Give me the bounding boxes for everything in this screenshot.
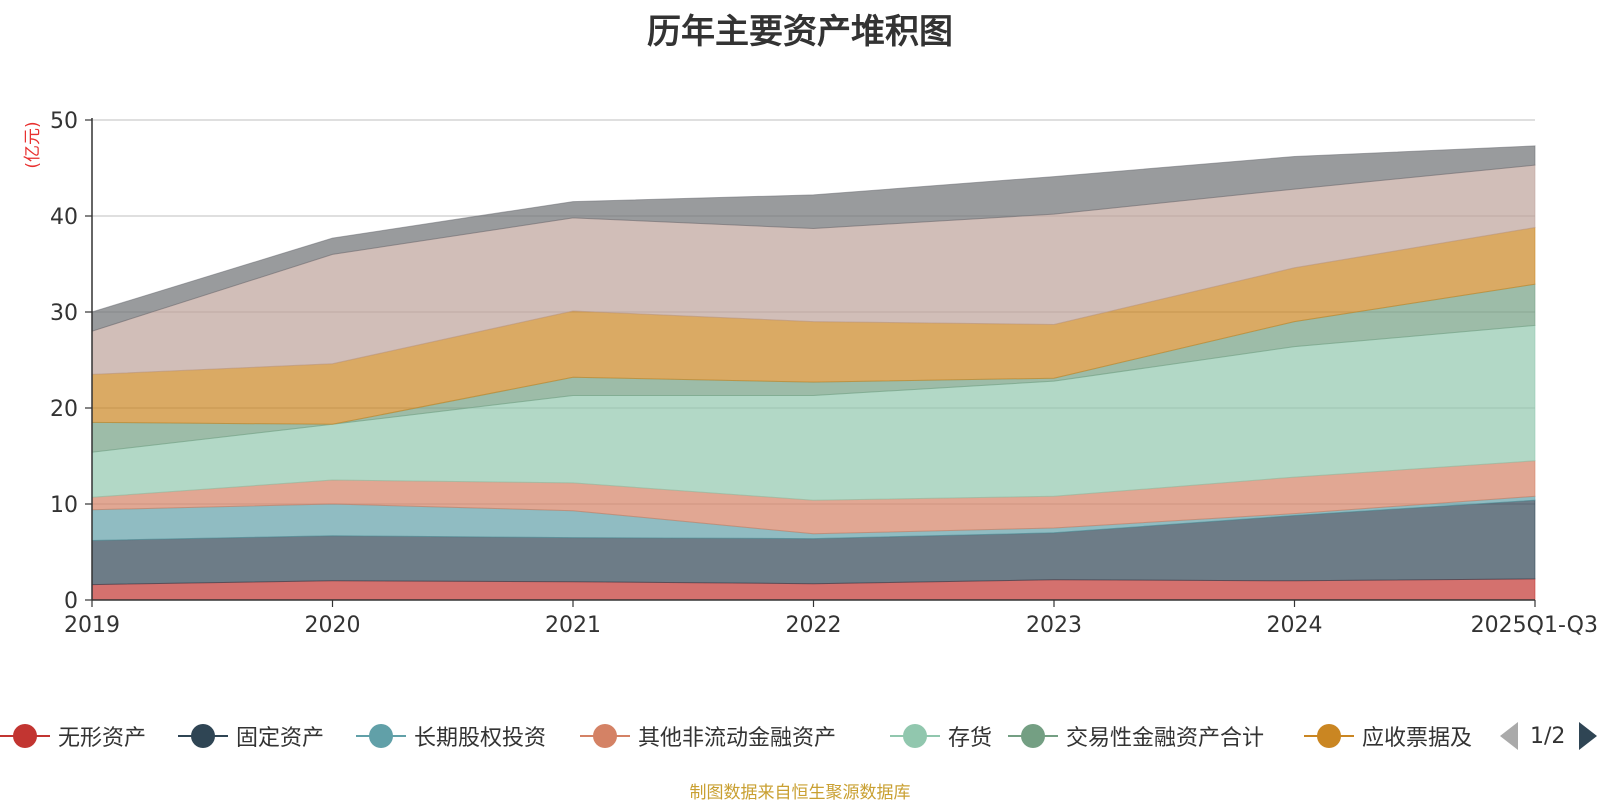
x-tick-label: 2021 xyxy=(545,613,601,638)
legend-item[interactable]: 应收票据及 xyxy=(1304,718,1472,754)
source-note: 制图数据来自恒生聚源数据库 xyxy=(689,783,911,803)
x-tick-label: 2025Q1-Q3 xyxy=(1471,613,1598,638)
y-tick-label: 10 xyxy=(50,493,78,518)
legend-marker-icon xyxy=(178,718,228,754)
y-tick-label: 0 xyxy=(64,589,78,614)
legend-marker-icon xyxy=(580,718,630,754)
legend-label: 固定资产 xyxy=(236,726,325,751)
x-tick-label: 2023 xyxy=(1026,613,1082,638)
legend-item[interactable]: 长期股权投资 xyxy=(356,718,546,754)
legend-label: 应收票据及 xyxy=(1362,726,1473,751)
legend-label: 存货 xyxy=(948,726,993,751)
legend-item[interactable]: 其他非流动金融资产 xyxy=(580,718,836,754)
area-series-8 xyxy=(91,145,1536,332)
legend-item[interactable]: 无形资产 xyxy=(0,718,146,754)
chart-title: 历年主要资产堆积图 xyxy=(647,12,953,52)
legend-next-page-icon[interactable] xyxy=(1579,722,1598,750)
legend-prev-page-icon[interactable] xyxy=(1500,722,1518,750)
legend-marker-icon xyxy=(890,718,940,754)
legend-marker-icon xyxy=(356,718,406,754)
legend: 无形资产 固定资产 长期股权投资 其他非流动金融资产 存货 交易性金融资产合计 应收票据及 xyxy=(0,718,1600,754)
legend-marker-icon xyxy=(1304,718,1354,754)
legend-label: 其他非流动金融资产 xyxy=(638,726,837,751)
legend-label: 交易性金融资产合计 xyxy=(1066,726,1265,751)
legend-item[interactable]: 固定资产 xyxy=(178,718,324,754)
y-tick-label: 20 xyxy=(50,397,78,422)
x-tick-label: 2019 xyxy=(64,613,120,638)
legend-marker-icon xyxy=(0,718,50,754)
x-tick-label: 2020 xyxy=(305,613,361,638)
legend-page-indicator: 1/2 xyxy=(1530,723,1566,749)
x-tick-label: 2022 xyxy=(786,613,842,638)
y-tick-label: 40 xyxy=(50,205,78,230)
y-tick-label: 30 xyxy=(50,301,78,326)
legend-marker-icon xyxy=(1008,718,1058,754)
stacked-area-chart: 0 10 20 30 40 50 2019 2020 2021 2022 2023 2024 2025Q… xyxy=(23,109,1598,638)
legend-item[interactable]: 交易性金融资产合计 xyxy=(1008,718,1264,754)
legend-label: 无形资产 xyxy=(58,726,147,751)
y-axis-label: (亿元) xyxy=(23,121,43,168)
legend-pager: 1/2 xyxy=(1500,718,1600,754)
x-tick-label: 2024 xyxy=(1267,613,1323,638)
legend-item[interactable]: 存货 xyxy=(890,718,992,754)
y-tick-label: 50 xyxy=(50,109,78,134)
legend-label: 长期股权投资 xyxy=(414,726,547,751)
